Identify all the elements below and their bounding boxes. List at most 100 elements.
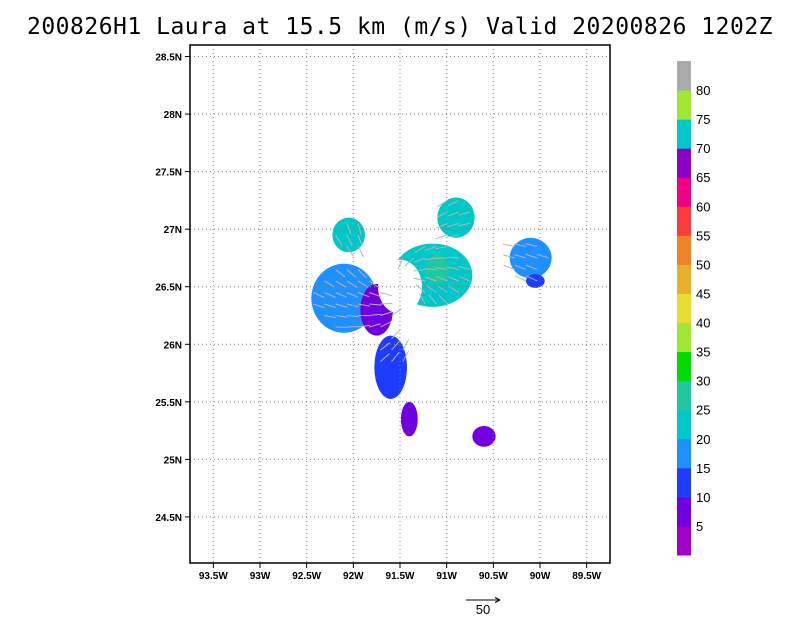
colorbar-label: 45 [696,286,710,301]
wind-vector [536,253,549,259]
wind-vector [357,292,370,298]
x-tick-label: 90W [530,571,551,582]
wind-vector [525,243,538,247]
colorbar-segment [677,293,691,324]
wind-vector [436,222,448,229]
y-tick-label: 28N [164,110,182,121]
x-tick-label: 93W [250,571,271,582]
wind-vector [418,293,426,305]
wind-vector [346,303,359,308]
wind-vector [435,245,448,250]
wind-vector [446,266,459,270]
wind-vector [380,353,390,362]
wind-vector [324,315,337,319]
wind-vector [426,285,437,293]
wind-speed-region [374,335,407,399]
y-tick-label: 24.5N [155,513,182,524]
wind-vector-layer [312,199,549,362]
wind-vector [335,269,346,278]
wind-vector [428,294,437,305]
x-tick-label: 91.5W [386,571,415,582]
wind-vector [324,292,336,298]
wind-vector [424,257,437,261]
y-tick-label: 28.5N [155,53,182,64]
wind-vector [357,234,363,247]
wind-vector [346,234,353,246]
storm-eye [378,259,422,314]
wind-speed-region [332,217,365,253]
colorbar-segment [677,409,691,440]
wind-vector [369,292,381,297]
colorbar-label: 35 [696,345,710,360]
wind-vector [415,284,426,293]
wind-vector [438,295,448,305]
wind-vector [447,211,459,217]
colorbar-segment [677,177,691,207]
colorbar-segment [677,380,691,411]
wind-vector [346,246,354,257]
wind-vector [380,302,393,305]
wind-vector [437,199,448,208]
wind-vector [391,329,401,339]
colorbar-label: 50 [696,257,710,272]
wind-vector [346,223,352,235]
wind-vector [514,243,527,247]
wind-vector [424,268,437,270]
wind-vector [402,350,410,362]
colorbar-label: 70 [696,141,710,156]
colorbar-label: 15 [696,461,710,476]
wind-vector [424,245,437,251]
wind-vector [369,323,381,328]
wind-vector [458,222,471,227]
wind-vector [503,254,515,259]
colorbar-label: 60 [696,199,710,214]
colorbar-segment [677,467,691,498]
wind-vector [526,275,538,282]
wind-vector [502,243,515,247]
wind-vector [380,342,391,351]
wind-vector [346,326,359,328]
wind-vector [346,315,359,318]
colorbar-segment [677,322,691,353]
wind-vector [458,211,471,216]
wind-speed-region [400,401,418,437]
wind-vector [514,264,527,270]
wind-vector [514,275,527,282]
wind-vector [335,303,348,308]
y-tick-label: 25.5N [155,398,182,409]
wind-vector [413,277,426,282]
y-tick-label: 26N [164,340,182,351]
wind-speed-region [472,426,496,447]
wind-vector [525,264,538,270]
wind-vector [436,211,448,218]
x-tick-label: 90.5W [479,571,508,582]
colorbar-label: 40 [696,316,710,331]
x-tick-label: 92W [343,571,364,582]
y-tick-label: 27.5N [155,168,182,179]
wind-speed-region [509,237,552,279]
wind-vector [413,257,426,263]
wind-vector [402,339,410,351]
wind-vector [447,199,460,206]
colorbar-segment [677,90,691,120]
x-tick-label: 91W [436,571,457,582]
wind-vector [514,254,527,259]
colorbar-label: 65 [696,170,710,185]
wind-vector [436,276,448,282]
colorbar-segment [677,148,691,178]
wind-vector [369,313,382,317]
wind-vector [404,257,415,267]
colorbar: 5 10 15 20 25 30 35 40 45 50 55 60 65 70 75 80 [677,61,710,556]
wind-vector [397,257,404,270]
wind-vector [435,234,448,239]
wind-vector [324,280,336,288]
wind-vector [458,265,471,270]
colorbar-segment [677,61,691,91]
wind-vector [335,292,347,298]
tick-layer: 93.5W 93W 92.5W 92W 91.5W 91W 90.5W 90W 89.5W 24.… [155,53,601,582]
wind-vector [357,303,370,307]
colorbar-label: 10 [696,490,710,505]
wind-vector [424,276,437,282]
wind-vector [312,292,325,298]
